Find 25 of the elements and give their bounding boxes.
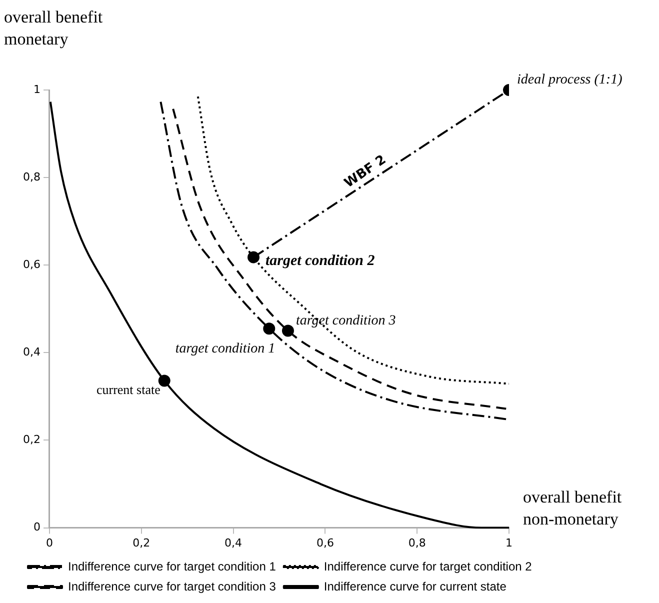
y-tick-label: 0,6	[22, 258, 40, 271]
legend-label: Indifference curve for target condition 2	[324, 559, 532, 574]
legend-label: Indifference curve for target condition 3	[68, 579, 276, 594]
x-tick-label: 0,2	[132, 536, 150, 550]
annotation: target condition 1	[175, 341, 276, 356]
annotation: current state	[96, 382, 161, 398]
y-axis-title: overall benefit monetary	[4, 7, 103, 48]
y-tick-label: 0,8	[22, 170, 40, 184]
point	[282, 324, 294, 337]
y-tick-label: 0,2	[22, 433, 40, 446]
x-tick-label: 0,8	[408, 536, 426, 550]
legend-label: Indifference curve for target condition 1	[68, 559, 276, 574]
annotation: target condition 2	[266, 253, 376, 270]
x-tick-label: 0,4	[224, 536, 242, 550]
annotation: target condition 3	[296, 313, 396, 328]
x-tick-label: 0	[46, 536, 53, 550]
point	[263, 322, 276, 335]
y-tick-label: 1	[33, 82, 40, 96]
x-axis-title: overall benefit non-monetary	[523, 487, 622, 528]
y-tick-label: 0,4	[22, 346, 40, 359]
x-tick-label: 1	[506, 536, 512, 550]
legend-label: Indifference curve for current state	[324, 579, 507, 594]
annotation: ideal process (1:1)	[517, 72, 623, 88]
x-tick-label: 0,6	[316, 536, 334, 550]
y-tick-label: 0	[33, 520, 40, 534]
